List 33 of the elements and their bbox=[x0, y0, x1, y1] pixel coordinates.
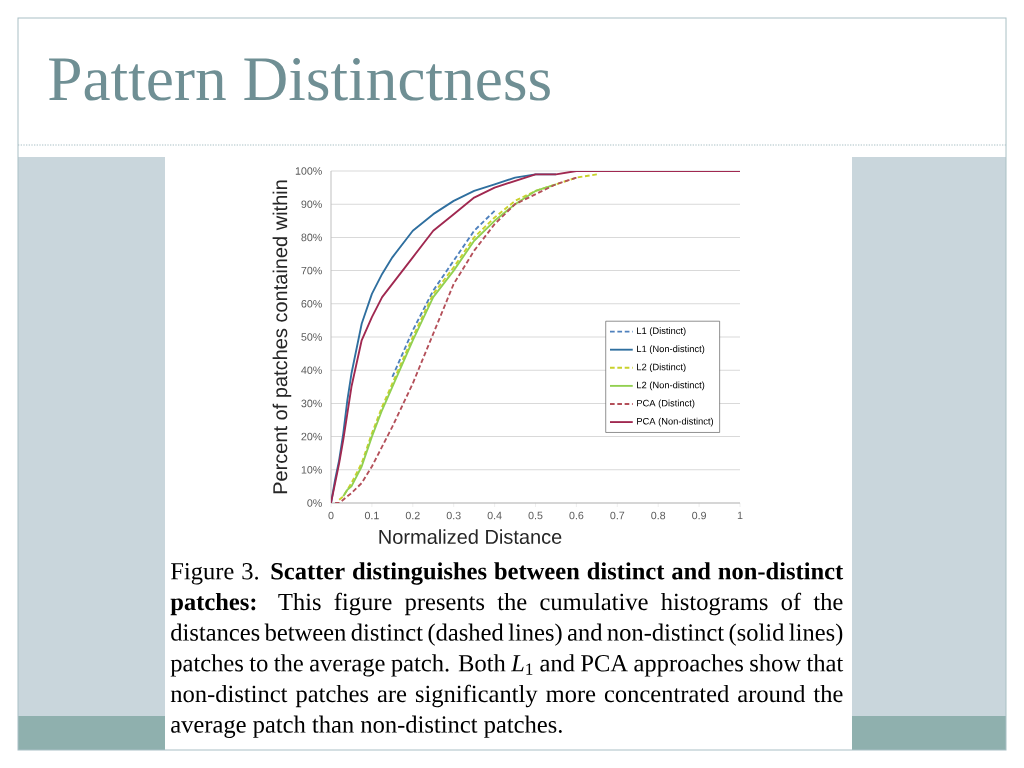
y-tick-label: 30% bbox=[301, 399, 322, 408]
x-tick-label: 0.9 bbox=[692, 511, 706, 520]
y-tick-label: 90% bbox=[301, 200, 322, 208]
y-tick-label: 0% bbox=[307, 499, 322, 507]
text: Figure 3. Scatter distinguishes between distinct and non-distinct patches: This figure presents the cumulative histograms of the distances between distinct (dashed lines) and non-distinct (solid lines) patches to the average patch. Both L$_{1}$ and PCA approaches show that non-distinct patches are significantly more concentrated around the average patch than non-distinct patches. bbox=[170, 562, 844, 738]
x-tick-label: 1 bbox=[737, 511, 743, 520]
x-tick-label: 0.2 bbox=[405, 511, 420, 520]
x-tick-label: 0.5 bbox=[528, 511, 543, 520]
legend-label: PCA (Non-distinct) bbox=[637, 417, 714, 427]
x-tick-label: 0.8 bbox=[651, 511, 666, 520]
y-tick-label: 20% bbox=[301, 432, 322, 441]
y-tick-label: 80% bbox=[301, 233, 322, 242]
legend-label: PCA (Distinct) bbox=[637, 399, 695, 409]
x-tick-label: 0.3 bbox=[446, 511, 461, 520]
x-tick-label: 0.7 bbox=[610, 511, 625, 520]
x-axis-title: Normalized Distance bbox=[379, 529, 562, 544]
x-tick-label: 0.1 bbox=[364, 511, 379, 520]
y-tick-label: 70% bbox=[301, 266, 322, 275]
chart-title: Pattern Distinctness bbox=[49, 58, 550, 101]
x-tick-label: 0.4 bbox=[487, 511, 502, 520]
y-tick-label: 50% bbox=[301, 333, 322, 341]
y-tick-label: 100% bbox=[295, 167, 322, 175]
y-tick-label: 40% bbox=[301, 366, 322, 374]
line-series bbox=[391, 209, 496, 378]
legend-label: L2 (Non-distinct) bbox=[637, 381, 705, 391]
y-axis-title: Percent of patches contained within bbox=[272, 180, 292, 494]
x-tick-label: 0.6 bbox=[569, 511, 584, 520]
legend-label: L2 (Distinct) bbox=[637, 363, 686, 373]
legend-label: L1 (Distinct) bbox=[637, 327, 686, 336]
y-tick-label: 60% bbox=[301, 300, 322, 308]
x-tick-label: 0 bbox=[328, 511, 334, 520]
legend-label: L1 (Non-distinct) bbox=[637, 345, 705, 354]
y-tick-label: 10% bbox=[301, 466, 322, 474]
